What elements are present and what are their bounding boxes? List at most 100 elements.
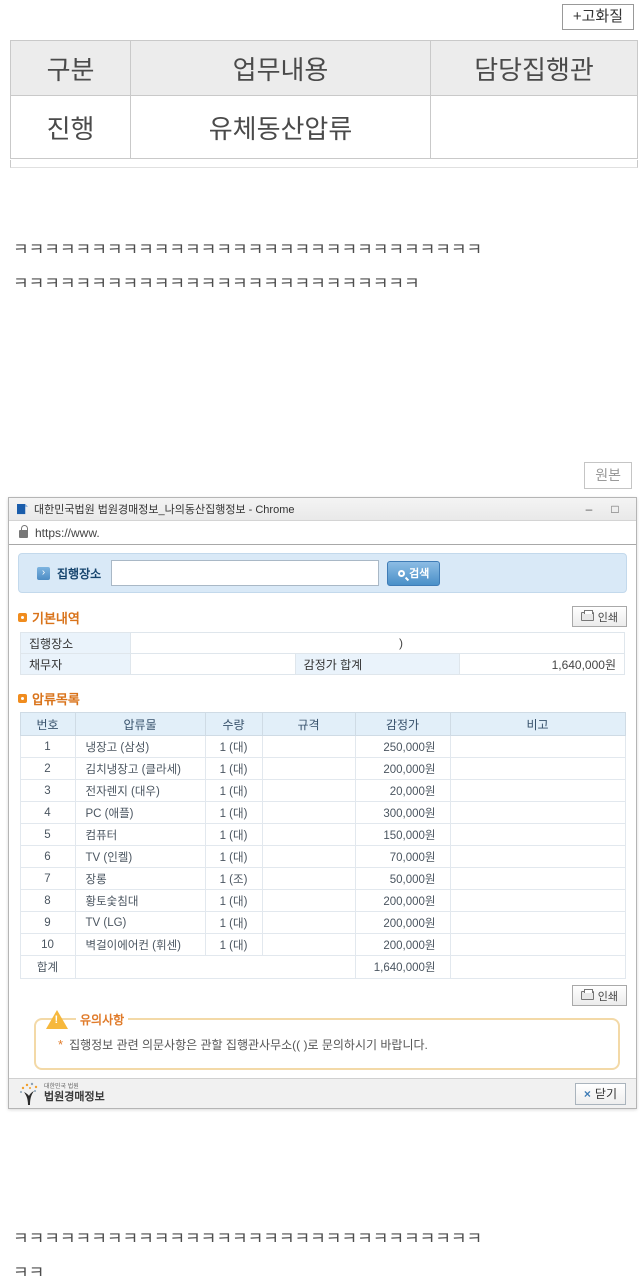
table-row: 4 PC (애플) 1 (대) 300,000원: [19, 801, 626, 824]
url-bar[interactable]: https://www.: [9, 521, 636, 545]
notice-section: 유의사항 * 집행정보 관련 의문사항은 관할 집행관사무소(( )로 문의하시…: [34, 1010, 620, 1070]
seizure-cell: [449, 889, 626, 912]
execution-status-table: 구분 업무내용 담당집행관 진행 유체동산압류: [10, 40, 638, 159]
table-row: 10 벽걸이에어컨 (휘센) 1 (대) 200,000원: [19, 933, 626, 956]
table-row: 채무자 감정가 합계 1,640,000원: [20, 653, 625, 675]
window-title-bar[interactable]: 대한민국법원 법원경매정보_나의동산집행정보 - Chrome – □: [9, 498, 636, 521]
section-bullet-icon: [18, 694, 27, 703]
print-label: 인쇄: [597, 611, 618, 624]
maximize-button[interactable]: □: [611, 502, 619, 516]
notice-text: 집행정보 관련 의문사항은 관할 집행관사무소(( )로 문의하시기 바랍니다.: [69, 1037, 428, 1052]
status-table-partial-row: [10, 160, 638, 168]
table-row: 진행 유체동산압류: [10, 95, 638, 159]
total-label-cell: 합계: [19, 955, 76, 979]
seizure-cell: [449, 779, 626, 802]
table-row: 5 컴퓨터 1 (대) 150,000원: [19, 823, 626, 846]
close-label: 닫기: [594, 1087, 617, 1101]
seizure-cell: [449, 911, 626, 934]
logo-caption: 대한민국 법원: [44, 1084, 79, 1090]
print-label: 인쇄: [597, 990, 618, 1003]
court-auction-logo: 대한민국 법원 법원경매정보: [19, 1082, 105, 1106]
print-button-bottom[interactable]: 인쇄: [571, 985, 627, 1006]
seizure-cell: [261, 845, 356, 868]
window-title: 대한민국법원 법원경매정보_나의동산집행정보 - Chrome: [34, 504, 295, 516]
seizure-cell: 200,000원: [354, 933, 451, 956]
laughter-text-bottom: ㅋㅋㅋㅋㅋㅋㅋㅋㅋㅋㅋㅋㅋㅋㅋㅋㅋㅋㅋㅋㅋㅋㅋㅋㅋㅋㅋㅋㅋㅋ ㅋㅋ: [13, 1222, 627, 1280]
seizure-cell: 전자렌지 (대우): [74, 779, 206, 802]
seizure-cell: [261, 735, 356, 758]
seizure-cell: 1 (대): [204, 801, 263, 824]
seizure-header-row: 번호 압류물 수량 규격 감정가 비고: [19, 712, 626, 736]
seizure-cell: 1 (대): [204, 889, 263, 912]
print-button-top[interactable]: 인쇄: [571, 606, 627, 627]
seizure-cell: 컴퓨터: [74, 823, 206, 846]
printer-icon: [580, 610, 594, 621]
minimize-button[interactable]: –: [585, 502, 593, 516]
seizure-cell: 냉장고 (삼성): [74, 735, 206, 758]
execution-place-input[interactable]: [111, 560, 380, 586]
seizure-cell: 250,000원: [354, 735, 451, 758]
execution-place-row-value: ): [130, 632, 625, 654]
seizure-column-header: 규격: [261, 712, 356, 736]
seizure-cell: 벽걸이에어컨 (휘센): [74, 933, 206, 956]
search-button[interactable]: 검색: [387, 560, 441, 586]
total-value-cell: 1,640,000원: [354, 955, 451, 979]
basic-info-title-text: 기본내역: [32, 611, 80, 626]
seizure-cell: [261, 933, 356, 956]
status-officer-cell: [430, 95, 638, 159]
seizure-cell: 3: [19, 779, 76, 802]
seizure-total-row: 합계 1,640,000원: [19, 955, 626, 979]
table-row: 3 전자렌지 (대우) 1 (대) 20,000원: [19, 779, 626, 802]
close-button[interactable]: × 닫기: [574, 1082, 626, 1105]
laughter-line: ㅋㅋㅋㅋㅋㅋㅋㅋㅋㅋㅋㅋㅋㅋㅋㅋㅋㅋㅋㅋㅋㅋㅋㅋㅋㅋㅋㅋㅋㅋ: [13, 240, 483, 259]
seizure-cell: 8: [19, 889, 76, 912]
seizure-cell: 1 (대): [204, 823, 263, 846]
seizure-cell: [261, 911, 356, 934]
lock-icon: [19, 525, 28, 538]
seizure-cell: 황토숯침대: [74, 889, 206, 912]
search-icon: [398, 569, 406, 577]
hq-toggle-button[interactable]: +고화질: [561, 4, 634, 30]
seizure-cell: [261, 823, 356, 846]
seizure-column-header: 압류물: [74, 712, 206, 736]
laughter-line: ㅋㅋㅋㅋㅋㅋㅋㅋㅋㅋㅋㅋㅋㅋㅋㅋㅋㅋㅋㅋㅋㅋㅋㅋㅋㅋ: [13, 274, 420, 293]
seizure-cell: 200,000원: [354, 911, 451, 934]
seizure-cell: [261, 757, 356, 780]
seizure-cell: [449, 845, 626, 868]
status-header-row: 구분 업무내용 담당집행관: [10, 40, 638, 96]
tree-logo-icon: [20, 1082, 38, 1105]
chrome-popup-window: 대한민국법원 법원경매정보_나의동산집행정보 - Chrome – □ http…: [8, 497, 637, 1109]
seizure-cell: 70,000원: [354, 845, 451, 868]
status-col-task: 업무내용: [130, 40, 431, 96]
seizure-cell: TV (LG): [74, 911, 206, 934]
search-panel: › 집행장소 검색: [18, 553, 627, 593]
url-text: https://www.: [35, 525, 100, 540]
window-footer-bar: 대한민국 법원 법원경매정보 × 닫기: [9, 1078, 636, 1108]
table-row: 2 김치냉장고 (클라세) 1 (대) 200,000원: [19, 757, 626, 780]
seizure-cell: 1 (조): [204, 867, 263, 890]
seizure-cell: 1 (대): [204, 757, 263, 780]
seizure-cell: 1 (대): [204, 911, 263, 934]
seizure-cell: [449, 867, 626, 890]
status-col-officer: 담당집행관: [430, 40, 638, 96]
laughter-line: ㅋㅋ: [13, 1263, 45, 1280]
table-row: 1 냉장고 (삼성) 1 (대) 250,000원: [19, 735, 626, 758]
seizure-section-title: 압류목록: [18, 689, 80, 708]
seizure-cell: [261, 889, 356, 912]
laughter-text-top: ㅋㅋㅋㅋㅋㅋㅋㅋㅋㅋㅋㅋㅋㅋㅋㅋㅋㅋㅋㅋㅋㅋㅋㅋㅋㅋㅋㅋㅋㅋ ㅋㅋㅋㅋㅋㅋㅋㅋㅋ…: [13, 233, 627, 301]
seizure-cell: [449, 801, 626, 824]
seizure-cell: [261, 801, 356, 824]
seizure-cell: 장롱: [74, 867, 206, 890]
original-image-button[interactable]: 원본: [584, 462, 632, 489]
section-bullet-icon: [18, 613, 27, 622]
seizure-cell: 5: [19, 823, 76, 846]
basic-info-table: 집행장소 ) 채무자 감정가 합계 1,640,000원: [20, 632, 625, 675]
basic-info-section-title: 기본내역: [18, 608, 80, 627]
seizure-cell: 50,000원: [354, 867, 451, 890]
seizure-column-header: 감정가: [354, 712, 451, 736]
status-col-category: 구분: [10, 40, 131, 96]
execution-place-label: 집행장소: [57, 566, 102, 581]
close-icon: ×: [583, 1086, 591, 1101]
notice-asterisk: *: [58, 1036, 64, 1052]
seizure-cell: 10: [19, 933, 76, 956]
